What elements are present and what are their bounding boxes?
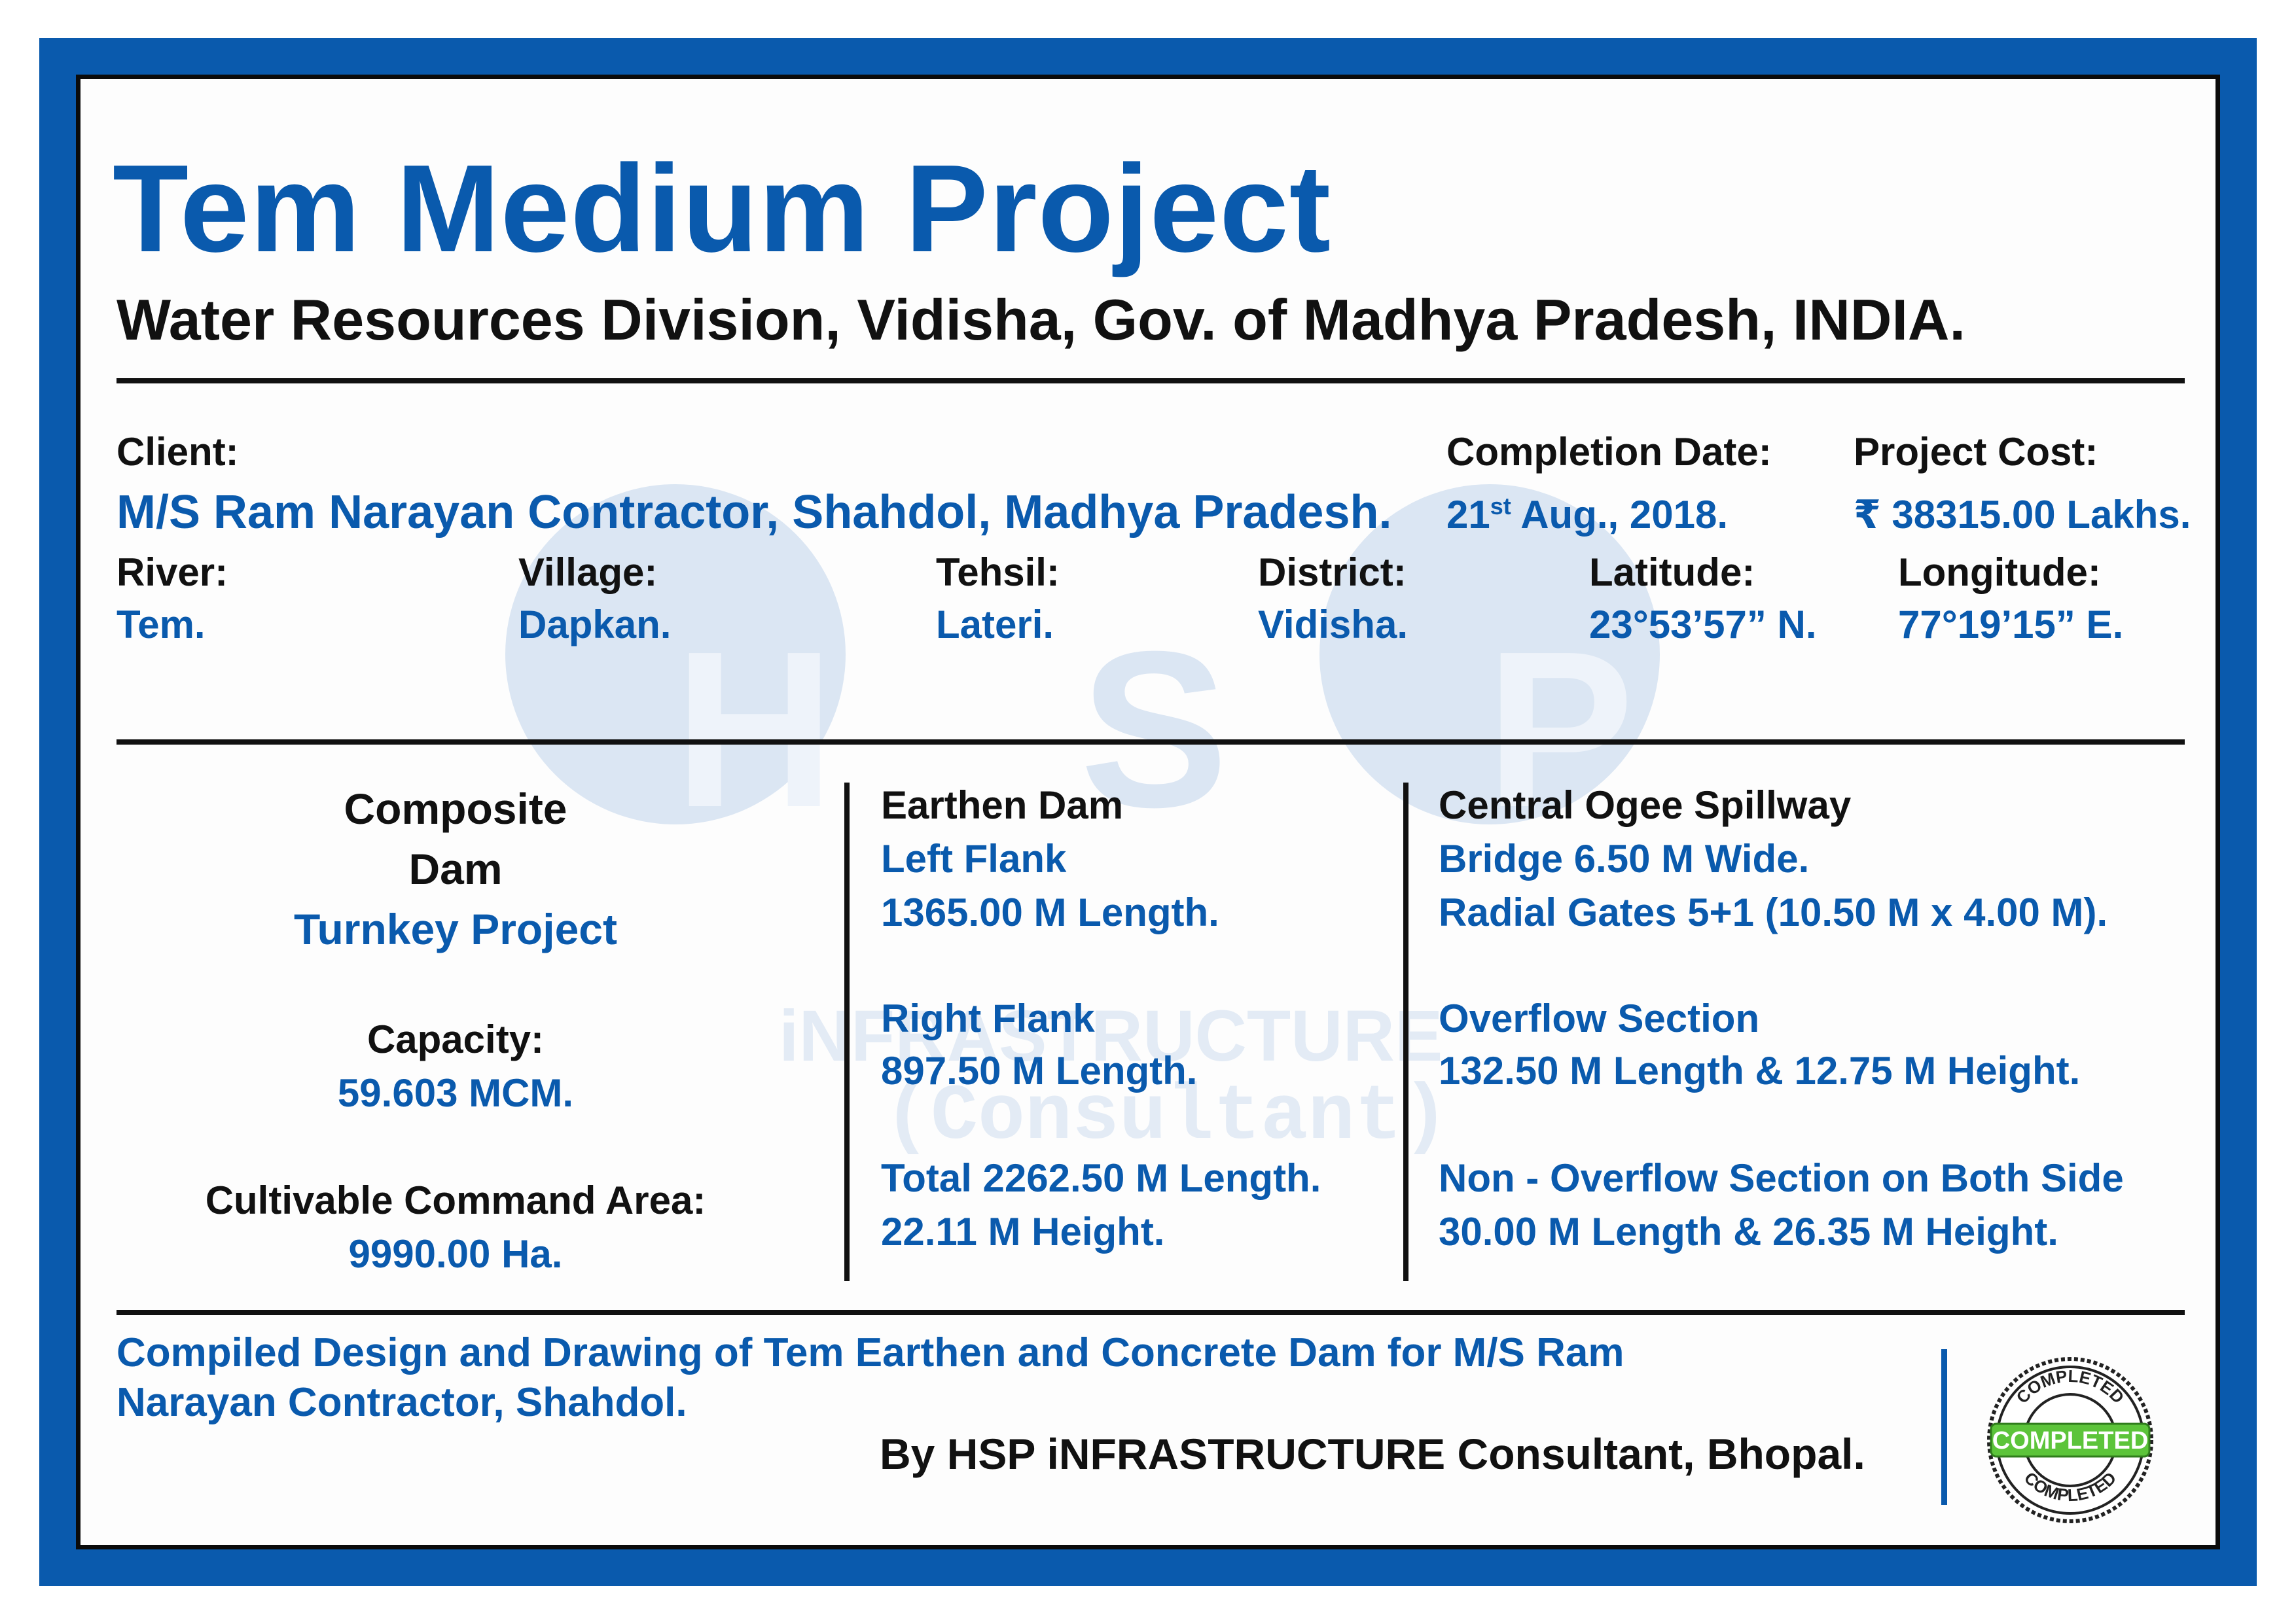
- project-cost-value: ₹ 38315.00 Lakhs.: [1854, 493, 2191, 537]
- spillway-heading: Central Ogee Spillway: [1439, 783, 1852, 827]
- right-flank-label: Right Flank: [881, 997, 1095, 1040]
- divider-middle: [117, 739, 2185, 745]
- capacity-label: Capacity:: [367, 1017, 545, 1061]
- watermark-letter-s: S: [1080, 605, 1229, 854]
- overflow-value: 132.50 M Length & 12.75 M Height.: [1439, 1049, 2081, 1093]
- divider-bottom: [117, 1310, 2185, 1315]
- info-card: [76, 75, 2220, 1549]
- cca-value: 9990.00 Ha.: [348, 1232, 563, 1276]
- non-overflow-value: 30.00 M Length & 26.35 M Height.: [1439, 1210, 2058, 1254]
- divider-top: [117, 378, 2185, 383]
- project-type: Turnkey Project: [294, 905, 617, 953]
- village-label: Village:: [518, 550, 658, 594]
- dam-type-line2: Dam: [408, 845, 503, 893]
- completion-month-year: Aug., 2018.: [1511, 493, 1728, 537]
- dam-height: 22.11 M Height.: [881, 1210, 1165, 1254]
- longitude-value: 77°19’15” E.: [1898, 603, 2124, 646]
- river-label: River:: [117, 550, 228, 594]
- left-flank-label: Left Flank: [881, 837, 1067, 881]
- footer-credit: By HSP iNFRASTRUCTURE Consultant, Bhopal…: [880, 1430, 1865, 1478]
- latitude-label: Latitude:: [1589, 550, 1755, 594]
- latitude-value: 23°53’57” N.: [1589, 603, 1817, 646]
- watermark-consultant: (Consultant): [884, 1073, 1450, 1162]
- page-subtitle: Water Resources Division, Vidisha, Gov. …: [117, 287, 1965, 352]
- spillway-bridge: Bridge 6.50 M Wide.: [1439, 837, 1810, 881]
- dam-type-line1: Composite: [344, 785, 567, 833]
- longitude-label: Longitude:: [1898, 550, 2101, 594]
- project-cost-label: Project Cost:: [1854, 430, 2098, 474]
- district-value: Vidisha.: [1258, 603, 1408, 646]
- non-overflow-label: Non - Overflow Section on Both Side: [1439, 1156, 2124, 1200]
- column-divider-1: [844, 783, 850, 1281]
- page-title: Tem Medium Project: [113, 139, 1332, 278]
- footer-description-line1: Compiled Design and Drawing of Tem Earth…: [117, 1330, 1624, 1375]
- tehsil-value: Lateri.: [936, 603, 1054, 646]
- client-label: Client:: [117, 430, 239, 474]
- completion-date-value: 21st Aug., 2018.: [1446, 492, 1728, 537]
- watermark-letter-h: H: [674, 605, 835, 854]
- capacity-value: 59.603 MCM.: [337, 1071, 574, 1115]
- completed-stamp-graphic: COMPLETED COMPLETED COMPLETED: [1987, 1357, 2153, 1523]
- watermark-circle-h: [505, 484, 846, 824]
- spillway-gates: Radial Gates 5+1 (10.50 M x 4.00 M).: [1439, 891, 2108, 934]
- district-label: District:: [1258, 550, 1407, 594]
- watermark-circle-p: [1319, 484, 1660, 824]
- left-flank-value: 1365.00 M Length.: [881, 891, 1219, 934]
- stamp-divider: [1941, 1349, 1947, 1505]
- completion-suffix: st: [1490, 493, 1511, 520]
- completion-date-label: Completion Date:: [1446, 430, 1772, 474]
- completion-day: 21: [1446, 493, 1490, 537]
- client-value: M/S Ram Narayan Contractor, Shahdol, Mad…: [117, 486, 1392, 538]
- river-value: Tem.: [117, 603, 206, 646]
- column-divider-2: [1403, 783, 1408, 1281]
- watermark-infrastructure: iNFRASTRUCTURE: [779, 996, 1443, 1076]
- village-value: Dapkan.: [518, 603, 672, 646]
- earthen-dam-heading: Earthen Dam: [881, 783, 1124, 827]
- watermark-letter-p: P: [1486, 605, 1634, 854]
- right-flank-value: 897.50 M Length.: [881, 1049, 1198, 1093]
- completed-stamp: COMPLETED COMPLETED COMPLETED: [1986, 1356, 2155, 1525]
- tehsil-label: Tehsil:: [936, 550, 1060, 594]
- cca-label: Cultivable Command Area:: [205, 1178, 706, 1222]
- stamp-center-text: COMPLETED: [1992, 1427, 2149, 1455]
- overflow-label: Overflow Section: [1439, 997, 1760, 1040]
- footer-description-line2: Narayan Contractor, Shahdol.: [117, 1380, 687, 1425]
- total-length: Total 2262.50 M Length.: [881, 1156, 1321, 1200]
